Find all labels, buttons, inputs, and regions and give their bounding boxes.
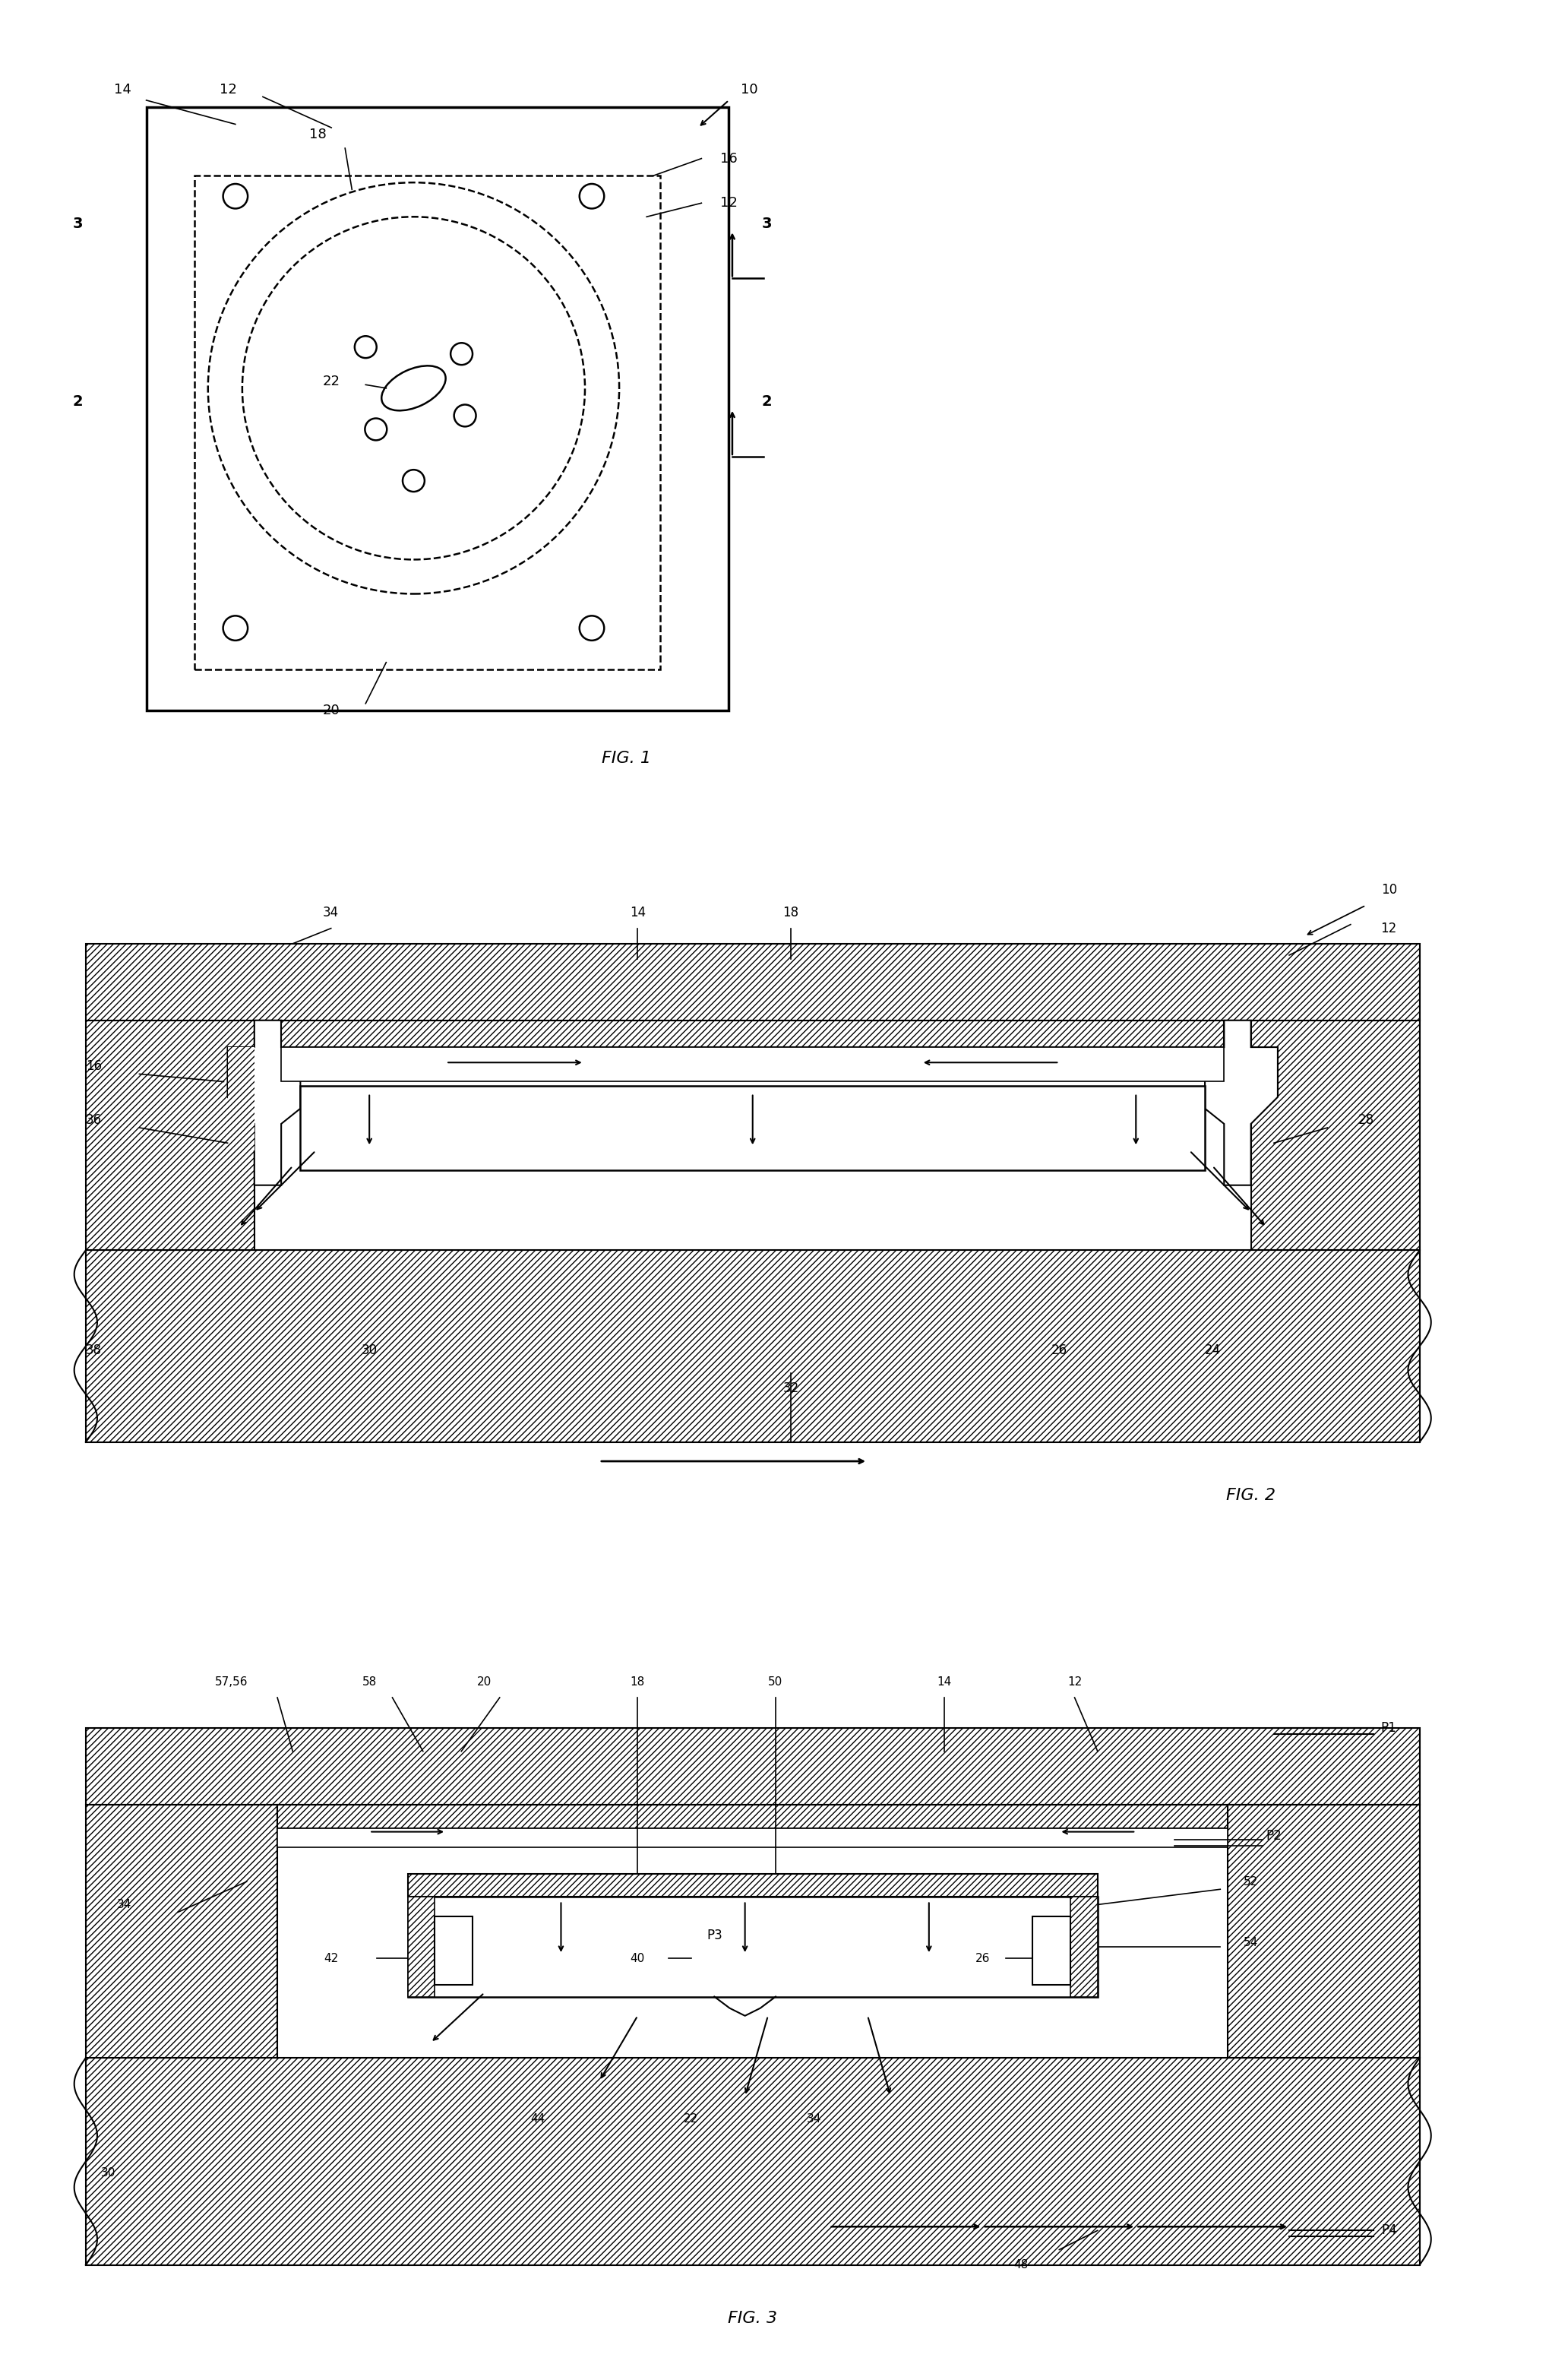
Text: FIG. 3: FIG. 3	[728, 2312, 778, 2326]
Text: P1: P1	[1381, 1721, 1397, 1735]
Bar	[281, 1047, 1225, 1083]
Text: 50: 50	[768, 1676, 782, 1688]
Text: P4: P4	[1381, 2225, 1397, 2236]
Bar	[408, 1896, 1098, 1998]
Text: 40: 40	[630, 1953, 644, 1964]
Bar	[227, 1047, 254, 1151]
Bar	[278, 1806, 1228, 1827]
Bar	[1032, 1917, 1071, 1986]
Text: 26: 26	[975, 1953, 989, 1964]
Text: 34: 34	[323, 905, 339, 920]
Text: 52: 52	[1243, 1877, 1258, 1886]
Text: 14: 14	[113, 83, 132, 97]
Text: 28: 28	[1358, 1113, 1374, 1128]
Bar	[86, 943, 1419, 1021]
Bar	[86, 1728, 1419, 1806]
Text: 32: 32	[782, 1381, 800, 1395]
Text: 54: 54	[1243, 1936, 1258, 1948]
Text: 12: 12	[720, 196, 737, 210]
Text: 22: 22	[684, 2113, 699, 2125]
Bar	[1228, 1806, 1419, 2059]
Text: 18: 18	[782, 905, 800, 920]
Text: 44: 44	[530, 2113, 546, 2125]
Bar	[1071, 1896, 1098, 1998]
Text: 30: 30	[361, 1343, 378, 1357]
Text: 14: 14	[630, 905, 646, 920]
Text: 16: 16	[86, 1059, 102, 1073]
Bar	[408, 1896, 434, 1998]
Text: 34: 34	[116, 1898, 132, 1910]
Bar	[86, 1021, 254, 1251]
Text: 10: 10	[1381, 884, 1397, 896]
Bar	[434, 1917, 474, 1986]
Text: 3: 3	[72, 217, 83, 232]
Text: 34: 34	[806, 2113, 822, 2125]
Text: 12: 12	[1068, 1676, 1082, 1688]
Text: 36: 36	[86, 1113, 102, 1128]
Text: 12: 12	[1381, 922, 1397, 936]
Text: 18: 18	[630, 1676, 644, 1688]
Bar	[86, 1251, 1419, 1442]
Text: 12: 12	[220, 83, 237, 97]
Text: 24: 24	[1204, 1343, 1220, 1357]
Text: FIG. 2: FIG. 2	[1226, 1489, 1276, 1504]
Text: 30: 30	[100, 2168, 116, 2180]
Bar	[301, 1085, 1204, 1170]
Text: 3: 3	[762, 217, 771, 232]
Bar	[408, 1875, 1098, 1896]
Text: 38: 38	[86, 1343, 102, 1357]
Text: 2: 2	[72, 395, 83, 409]
Text: FIG. 1: FIG. 1	[602, 752, 651, 766]
Polygon shape	[1204, 1021, 1278, 1184]
Text: 10: 10	[740, 83, 757, 97]
Text: 20: 20	[323, 704, 340, 716]
Bar	[194, 175, 660, 669]
Bar	[86, 2059, 1419, 2265]
Text: 57,56: 57,56	[215, 1676, 248, 1688]
Text: 26: 26	[1051, 1343, 1068, 1357]
Text: 22: 22	[323, 374, 340, 388]
Text: 14: 14	[938, 1676, 952, 1688]
Bar	[1251, 1021, 1419, 1251]
Text: P3: P3	[707, 1929, 723, 1943]
Bar	[146, 106, 729, 709]
Polygon shape	[227, 1021, 301, 1184]
Bar	[281, 1021, 1225, 1047]
Text: 58: 58	[362, 1676, 376, 1688]
Text: P2: P2	[1265, 1830, 1281, 1842]
Text: 42: 42	[323, 1953, 339, 1964]
Text: 16: 16	[720, 151, 737, 165]
Bar	[278, 1827, 1228, 1846]
Text: 18: 18	[309, 128, 326, 142]
Text: 48: 48	[1013, 2260, 1029, 2272]
Bar	[86, 1806, 278, 2059]
Text: 20: 20	[477, 1676, 492, 1688]
Text: 2: 2	[762, 395, 771, 409]
